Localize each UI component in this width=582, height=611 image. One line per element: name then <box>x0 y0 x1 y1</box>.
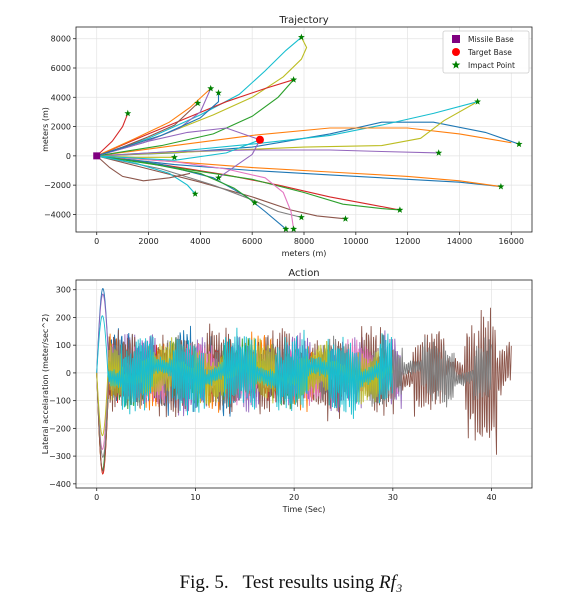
x-tick-label: 40 <box>486 493 496 502</box>
x-tick-label: 12000 <box>395 237 420 246</box>
x-tick-label: 30 <box>388 493 398 502</box>
missile-base-marker <box>93 152 101 160</box>
y-tick-label: −200 <box>49 424 71 433</box>
trajectory-line-12 <box>96 155 295 230</box>
legend-label: Missile Base <box>468 35 514 44</box>
trajectory-line-16 <box>96 155 191 182</box>
impact-point-marker <box>215 89 222 96</box>
trajectory-line-5 <box>96 149 439 157</box>
y-tick-label: 0 <box>66 152 71 161</box>
trajectory-line-18 <box>96 36 302 157</box>
x-tick-label: 10000 <box>343 237 368 246</box>
legend-label: Target Base <box>467 48 512 57</box>
impact-point-marker <box>515 140 523 148</box>
figure-caption: Fig. 5. Test results using Rf₃ <box>0 572 582 594</box>
legend: Missile Base Target Base Impact Point <box>442 30 530 74</box>
caption-prefix: Fig. 5. <box>179 572 229 593</box>
x-axis-label: Time (Sec) <box>282 505 326 514</box>
y-tick-label: 0 <box>66 369 71 378</box>
impact-point-marker <box>290 225 298 232</box>
chart-title: Trajectory <box>278 15 328 26</box>
impact-point-marker <box>171 153 178 161</box>
x-tick-label: 4000 <box>190 237 210 246</box>
impact-point-marker <box>207 84 215 92</box>
action-series-group <box>96 288 512 475</box>
y-tick-label: 200 <box>56 313 71 322</box>
trajectory-line-13 <box>96 155 287 230</box>
action-line-10 <box>96 315 393 419</box>
x-tick-label: 20 <box>289 493 299 502</box>
y-tick-label: 2000 <box>51 123 71 132</box>
y-tick-label: −100 <box>49 397 71 406</box>
impact-point-marker <box>290 76 298 83</box>
x-tick-label: 6000 <box>242 237 262 246</box>
legend-label: Impact Point <box>468 61 515 70</box>
impact-point-marker <box>342 215 349 222</box>
legend-box <box>442 30 530 74</box>
trajectory-line-20 <box>96 79 294 157</box>
x-tick-label: 16000 <box>499 237 524 246</box>
impact-point-marker <box>474 98 481 105</box>
y-axis-label: meters (m) <box>41 107 50 152</box>
y-tick-label: 8000 <box>51 35 71 44</box>
legend-square-icon <box>452 35 460 43</box>
trajectory-line-6 <box>96 155 501 188</box>
caption-text: Test results using <box>242 572 375 593</box>
figure: 0 2000 4000 6000 8000 10000 12000 14000 16000−40… <box>41 15 533 514</box>
y-tick-label: 6000 <box>51 64 71 73</box>
impact-point-marker <box>194 99 202 107</box>
y-tick-label: −400 <box>49 480 71 489</box>
impact-point-marker <box>191 190 199 197</box>
impact-point-marker <box>396 206 404 213</box>
y-tick-label: 300 <box>56 286 71 295</box>
trajectory-line-26 <box>96 127 261 179</box>
x-tick-label: 2000 <box>138 237 158 246</box>
y-tick-label: −4000 <box>44 210 71 219</box>
impact-point-marker <box>298 213 305 221</box>
x-tick-label: 0 <box>94 493 99 502</box>
y-tick-label: 100 <box>56 341 71 350</box>
trajectory-line-25 <box>96 113 129 157</box>
target-base-marker <box>255 135 264 144</box>
legend-star-icon <box>451 60 461 69</box>
chart-title: Action <box>288 268 319 279</box>
chart-2: 0 10 20 30 40 −400 −300 −200 −100 0 100 200 300 Actio… <box>41 268 533 514</box>
impact-point-marker <box>215 174 222 181</box>
x-tick-label: 14000 <box>447 237 472 246</box>
trajectory-line-27 <box>96 92 220 157</box>
trajectory-line-10 <box>96 155 346 220</box>
plot-frame <box>75 26 533 233</box>
impact-point-marker <box>251 199 259 206</box>
trajectory-line-14 <box>96 155 256 204</box>
impact-point-marker <box>282 225 290 232</box>
x-tick-label: 8000 <box>294 237 314 246</box>
x-axis-label: meters (m) <box>282 249 327 258</box>
y-axis-label: Lateral accelaration (meter/sec^2) <box>41 314 50 454</box>
y-tick-label: 4000 <box>51 93 71 102</box>
impact-point-marker <box>435 149 443 156</box>
y-tick-label: −300 <box>49 452 71 461</box>
trajectory-line-15 <box>96 155 196 195</box>
x-tick-label: 0 <box>94 237 99 246</box>
y-tick-label: −2000 <box>44 181 71 190</box>
trajectory-line-28 <box>96 139 261 161</box>
legend-circle-icon <box>452 48 460 56</box>
trajectory-line-8 <box>96 155 401 211</box>
caption-math: Rf₃ <box>378 572 403 593</box>
impact-point-marker <box>298 33 305 41</box>
plot-frame <box>75 279 533 489</box>
trajectory-line-3 <box>96 127 512 157</box>
trajectory-line-21 <box>96 79 295 157</box>
x-tick-label: 10 <box>190 493 200 502</box>
trajectory-line-11 <box>96 155 302 218</box>
impact-point-marker <box>497 183 505 190</box>
trajectory-series-group <box>96 36 520 230</box>
impact-point-marker <box>124 109 132 117</box>
trajectory-line-22 <box>96 88 212 157</box>
chart-1: 0 2000 4000 6000 8000 10000 12000 14000 16000 −40… <box>41 15 533 258</box>
